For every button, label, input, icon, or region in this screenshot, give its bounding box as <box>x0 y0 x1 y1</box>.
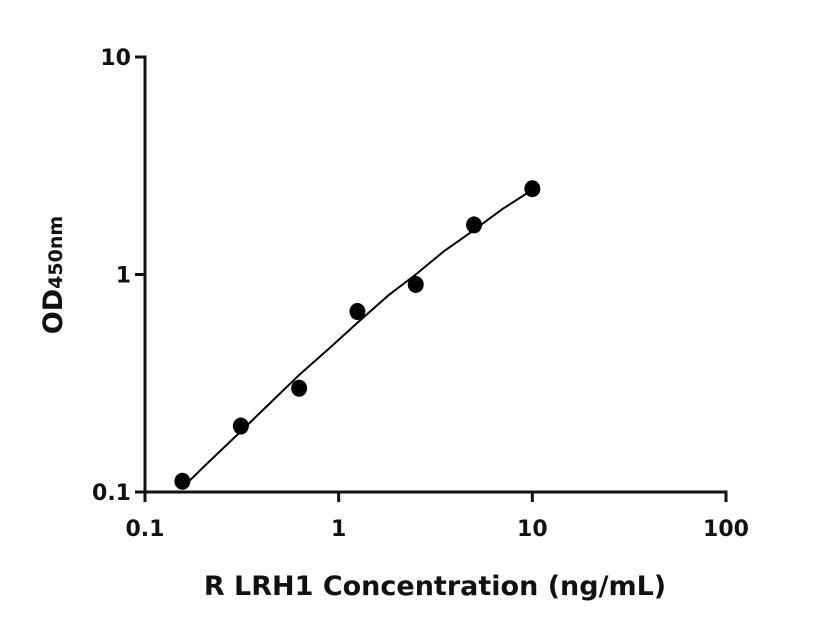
y-tick-label: 10 <box>100 46 131 71</box>
data-point <box>407 275 424 293</box>
y-axis-label-main: OD <box>38 289 69 334</box>
x-tick-label: 10 <box>517 517 548 542</box>
data-point <box>524 180 541 198</box>
data-point <box>349 302 366 320</box>
x-axis-label: R LRH1 Concentration (ng/mL) <box>204 571 666 602</box>
x-tick-label: 0.1 <box>126 517 165 542</box>
data-point <box>174 472 191 490</box>
x-tick-label: 1 <box>331 517 346 542</box>
fit-curve <box>183 189 533 487</box>
x-tick-label: 100 <box>703 517 749 542</box>
data-point <box>232 417 249 435</box>
data-point <box>466 216 483 234</box>
data-point <box>291 379 308 397</box>
y-tick-label: 0.1 <box>92 481 131 506</box>
y-tick-label: 1 <box>116 264 131 289</box>
y-axis-label: OD450nm <box>38 216 69 334</box>
y-axis-label-sub: 450nm <box>45 216 67 289</box>
